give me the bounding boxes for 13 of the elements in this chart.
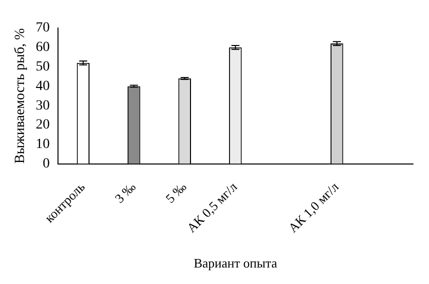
x-tick-label: 5 ‰	[162, 179, 190, 206]
y-tick-label: 40	[36, 78, 50, 94]
y-tick-label: 20	[36, 118, 50, 133]
y-tick-label: 0	[42, 156, 50, 172]
x-axis-title: Вариант опыта	[194, 256, 278, 271]
y-tick-label: 70	[36, 20, 50, 36]
x-tick-label: 3 ‰	[112, 179, 138, 206]
y-axis-title: Выживаемость рыб, %	[13, 28, 28, 164]
y-tick-label: 30	[36, 98, 50, 114]
y-tick-label: 50	[36, 59, 50, 74]
y-tick-label: 60	[36, 40, 50, 56]
y-tick-label: 10	[36, 137, 50, 152]
x-tick-label: АК 1,0 мг/л	[285, 178, 342, 236]
